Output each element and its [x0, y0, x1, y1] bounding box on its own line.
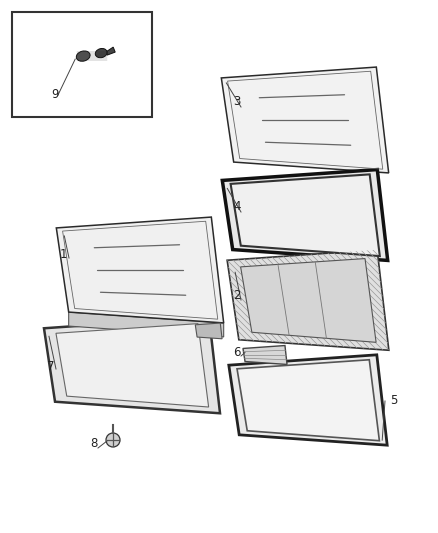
- Ellipse shape: [76, 51, 90, 61]
- Polygon shape: [56, 324, 208, 407]
- Text: 3: 3: [233, 95, 240, 108]
- Polygon shape: [57, 217, 224, 323]
- Polygon shape: [107, 47, 115, 55]
- Text: 7: 7: [47, 360, 54, 373]
- Text: 8: 8: [90, 437, 97, 450]
- Polygon shape: [240, 259, 376, 342]
- Polygon shape: [44, 317, 220, 413]
- Text: 2: 2: [233, 289, 240, 302]
- Polygon shape: [229, 355, 387, 445]
- Polygon shape: [69, 312, 224, 337]
- Polygon shape: [221, 67, 389, 173]
- Polygon shape: [237, 360, 379, 441]
- Text: 1: 1: [60, 248, 67, 261]
- Text: 5: 5: [390, 394, 397, 407]
- Polygon shape: [195, 323, 222, 339]
- Polygon shape: [223, 169, 388, 261]
- Ellipse shape: [95, 49, 107, 58]
- Text: 9: 9: [51, 88, 59, 101]
- Text: 4: 4: [233, 200, 240, 213]
- Text: 6: 6: [233, 346, 240, 359]
- Polygon shape: [227, 250, 389, 350]
- Bar: [12, 12, 152, 117]
- Polygon shape: [230, 174, 380, 256]
- Polygon shape: [243, 345, 287, 365]
- Circle shape: [106, 433, 120, 447]
